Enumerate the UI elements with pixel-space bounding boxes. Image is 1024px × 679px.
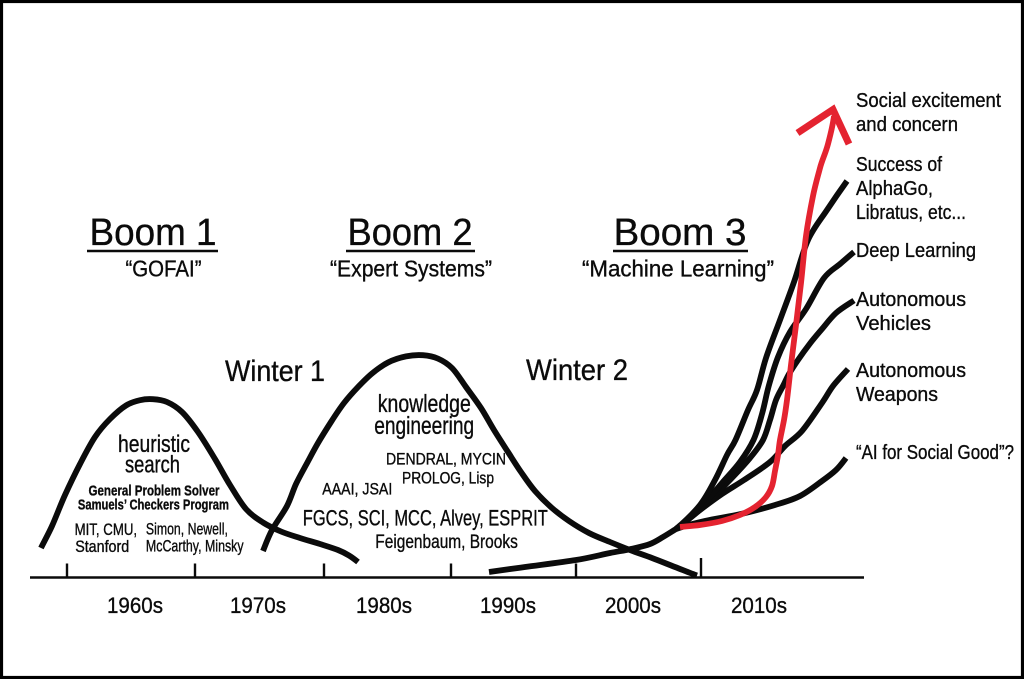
svg-text:1970s: 1970s [230,593,286,618]
svg-text:1960s: 1960s [107,593,163,618]
svg-text:1980s: 1980s [356,593,412,618]
svg-text:heuristic: heuristic [118,431,190,458]
svg-text:Feigenbaum, Brooks: Feigenbaum, Brooks [375,532,518,553]
svg-text:2010s: 2010s [731,593,787,618]
svg-text:Boom 2: Boom 2 [348,212,473,254]
svg-text:Samuels’ Checkers Program: Samuels’ Checkers Program [78,497,229,514]
svg-text:1990s: 1990s [480,593,536,618]
svg-text:General Problem Solver: General Problem Solver [89,483,220,500]
svg-text:knowledge: knowledge [378,390,471,418]
svg-text:“GOFAI”: “GOFAI” [126,256,202,282]
svg-text:Boom 3: Boom 3 [614,212,747,254]
svg-text:Libratus, etc...: Libratus, etc... [856,202,966,224]
svg-text:“Machine Learning”: “Machine Learning” [582,256,774,282]
svg-text:AlphaGo,: AlphaGo, [856,178,933,200]
svg-text:Vehicles: Vehicles [856,313,931,335]
svg-text:engineering: engineering [374,412,474,440]
svg-text:“Expert Systems”: “Expert Systems” [330,256,492,282]
svg-text:Simon, Newell,: Simon, Newell, [146,521,228,539]
svg-text:Success of: Success of [856,154,942,176]
svg-text:and concern: and concern [856,114,958,136]
svg-text:Social excitement: Social excitement [856,90,1001,112]
svg-text:Autonomous: Autonomous [856,360,966,382]
svg-text:McCarthy, Minsky: McCarthy, Minsky [146,538,244,556]
svg-text:Deep Learning: Deep Learning [856,240,976,262]
svg-text:Boom 1: Boom 1 [90,212,217,254]
svg-text:Autonomous: Autonomous [856,289,966,311]
svg-text:2000s: 2000s [605,593,661,618]
svg-text:Winter 2: Winter 2 [526,354,628,387]
svg-text:Stanford: Stanford [75,538,129,556]
svg-text:“AI for Social Good”?: “AI for Social Good”? [856,442,1014,464]
svg-text:FGCS, SCI, MCC, Alvey, ESPRIT: FGCS, SCI, MCC, Alvey, ESPRIT [303,506,548,531]
svg-text:search: search [125,452,180,479]
svg-text:Winter 1: Winter 1 [225,355,325,388]
svg-text:Weapons: Weapons [856,384,938,406]
svg-text:PROLOG, Lisp: PROLOG, Lisp [402,470,494,488]
svg-text:MIT, CMU,: MIT, CMU, [75,521,138,539]
svg-text:DENDRAL, MYCIN: DENDRAL, MYCIN [386,451,506,469]
svg-text:AAAI, JSAI: AAAI, JSAI [322,481,392,499]
